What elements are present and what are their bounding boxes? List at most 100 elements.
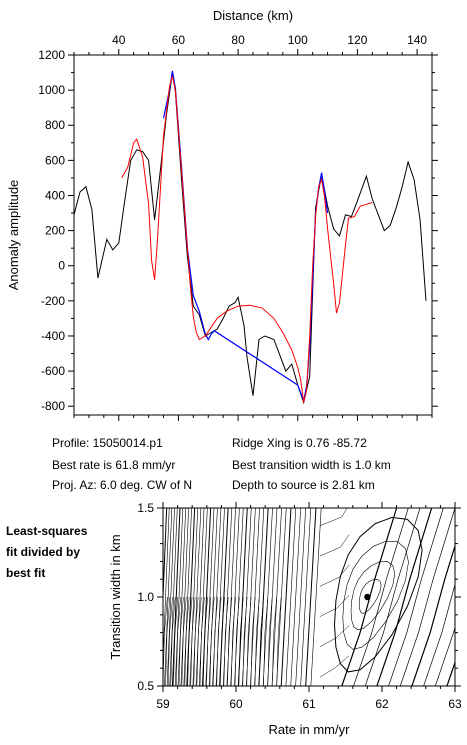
projection-azimuth-label: Proj. Az: 6.0 deg. CW of N (52, 478, 192, 492)
contour-line (434, 625, 455, 686)
contour-line (250, 508, 260, 686)
contour-line (163, 508, 168, 610)
top-y-tick-label: 0 (58, 259, 65, 273)
contour-line (192, 508, 202, 686)
contour-line (271, 508, 282, 686)
contour-line (364, 508, 421, 686)
contour-line (167, 596, 173, 686)
contour-line (165, 596, 171, 686)
contour-line (254, 508, 265, 686)
depth-label: Depth to source is 2.81 km (232, 478, 375, 492)
top-chart-series (73, 70, 427, 405)
bottom-chart-ticks: 59 60 61 62 63 0.5 1.0 1.5 (137, 501, 462, 711)
contour-line (164, 508, 173, 686)
contour-line (241, 508, 252, 686)
contour-line (230, 508, 240, 686)
contour-line (205, 508, 215, 686)
contour-line (276, 508, 287, 686)
contour-line (319, 508, 348, 527)
contour-line (215, 508, 225, 686)
contour-line (166, 508, 175, 686)
contour-line (219, 508, 229, 686)
observed-profile-line (73, 72, 427, 405)
top-x-tick-label: 140 (407, 33, 427, 47)
contour-line (388, 508, 444, 686)
contour-line (305, 508, 317, 686)
top-y-tick-label: -200 (41, 294, 65, 308)
top-y-tick-label: 600 (45, 153, 65, 167)
top-plot-frame (73, 54, 433, 416)
contour-line (177, 508, 187, 686)
contour-line (310, 508, 322, 686)
top-y-tick-label: 200 (45, 224, 65, 238)
ridge-crossing-label: Ridge Xing is 0.76 -85.72 (232, 436, 367, 450)
bottom-x-tick-label: 61 (302, 697, 316, 711)
top-y-tick-label: 1000 (38, 83, 65, 97)
contour-line (290, 508, 301, 686)
profile-info: Profile: 15050014.p1 Best rate is 61.8 m… (52, 436, 391, 492)
side-note-line-1: Least-squares (6, 524, 88, 538)
contour-line (319, 595, 350, 617)
contour-ring (358, 578, 382, 614)
contour-line (262, 508, 273, 686)
top-x-axis-title: Distance (km) (213, 8, 293, 23)
bottom-x-tick-label: 62 (375, 697, 389, 711)
bottom-x-tick-label: 60 (229, 697, 243, 711)
contour-line (319, 625, 350, 648)
top-y-tick-label: -600 (41, 364, 65, 378)
top-y-tick-label: -800 (41, 399, 65, 413)
contour-line (319, 564, 350, 587)
contour-line (216, 596, 222, 686)
bottom-y-tick-label: 1.0 (137, 590, 154, 604)
top-y-tick-label: 400 (45, 188, 65, 202)
contour-line (376, 508, 433, 686)
contour-line (208, 508, 218, 686)
contour-line (171, 508, 181, 686)
windowed-profile-line (162, 70, 329, 404)
contour-line (195, 508, 205, 686)
top-y-tick-label: -400 (41, 329, 65, 343)
contour-line (234, 508, 244, 686)
contour-line (285, 508, 297, 686)
contour-ring (333, 516, 423, 673)
contour-line (174, 508, 184, 686)
contour-line (280, 508, 292, 686)
contour-line (399, 508, 455, 686)
top-y-axis-title: Anomaly amplitude (6, 180, 21, 291)
top-x-tick-label: 80 (231, 33, 245, 47)
contour-line (222, 508, 233, 686)
best-width-label: Best transition width is 1.0 km (232, 458, 391, 472)
top-x-tick-label: 120 (347, 33, 367, 47)
contour-line (411, 543, 455, 686)
contour-ring (350, 561, 396, 631)
contour-line (169, 508, 178, 686)
bottom-x-tick-label: 59 (156, 697, 170, 711)
contour-line (341, 508, 398, 686)
contour-line (201, 508, 212, 686)
contour-line (198, 508, 208, 686)
contour-line (237, 508, 248, 686)
contour-line (183, 508, 192, 686)
bottom-y-tick-label: 0.5 (137, 679, 154, 693)
contour-line (226, 508, 236, 686)
misfit-contour-chart: 59 60 61 62 63 0.5 1.0 1.5 Rate in mm/yr Transi… (108, 501, 462, 737)
contour-line (319, 534, 350, 557)
contour-line (189, 508, 199, 686)
contour-line (295, 508, 306, 686)
contour-line (213, 596, 218, 686)
top-x-tick-label: 40 (112, 33, 126, 47)
bottom-x-tick-label: 63 (448, 697, 462, 711)
contour-line (267, 508, 278, 686)
bottom-y-tick-label: 1.5 (137, 501, 154, 515)
contour-lines (163, 508, 455, 686)
bottom-x-axis-title: Rate in mm/yr (269, 722, 351, 737)
top-y-tick-label: 1200 (38, 48, 65, 62)
top-x-tick-label: 60 (172, 33, 186, 47)
top-y-tick-label: 800 (45, 118, 65, 132)
contour-line (242, 596, 248, 686)
contour-line (258, 508, 269, 686)
contour-line (212, 508, 222, 686)
contour-line (246, 508, 256, 686)
contour-line (186, 508, 196, 686)
